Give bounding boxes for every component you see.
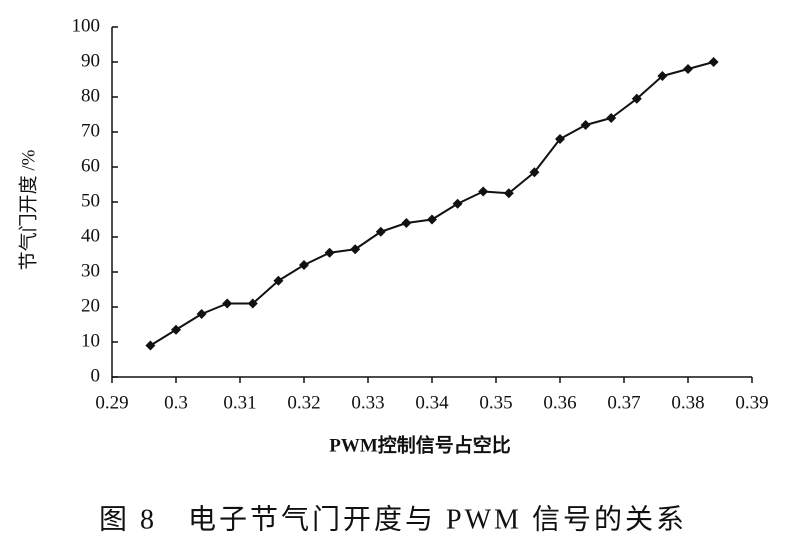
marker	[452, 198, 463, 209]
marker	[580, 120, 591, 130]
marker	[427, 214, 437, 225]
marker	[631, 93, 642, 104]
marker	[273, 275, 284, 286]
y-tick-label: 90	[81, 50, 100, 71]
x-tick-label: 0.32	[287, 392, 320, 413]
marker	[350, 244, 361, 255]
marker	[145, 340, 156, 351]
marker	[606, 113, 617, 123]
marker	[324, 247, 335, 258]
y-axis-label: 节气门开度 /%	[17, 149, 39, 270]
x-tick-label: 0.37	[607, 392, 640, 413]
y-tick-label: 40	[81, 225, 100, 246]
x-tick-label: 0.39	[735, 392, 768, 413]
x-tick-label: 0.34	[415, 392, 449, 413]
y-tick-label: 80	[81, 85, 100, 106]
marker	[529, 167, 540, 178]
marker	[171, 324, 181, 335]
y-tick-label: 0	[91, 365, 101, 386]
x-axis-label: PWM控制信号占空比	[329, 433, 511, 456]
line	[149, 61, 714, 347]
y-tick-label: 10	[81, 330, 100, 351]
y-tick-label: 60	[81, 155, 100, 176]
caption: 图 8 电子节气门开度与 PWM 信号的关系	[99, 503, 687, 535]
marker	[299, 260, 309, 270]
marker	[683, 64, 693, 74]
x-tick-label: 0.29	[95, 392, 128, 413]
x-tick-label: 0.38	[671, 392, 704, 413]
marker	[196, 309, 207, 319]
marker	[401, 218, 412, 228]
y-tick-label: 50	[81, 190, 100, 211]
marker	[222, 298, 233, 309]
x-tick-label: 0.33	[351, 392, 384, 413]
marker	[503, 188, 514, 199]
x-tick-label: 0.31	[223, 392, 256, 413]
x-tick-label: 0.36	[543, 392, 576, 413]
y-tick-label: 20	[81, 295, 100, 316]
y-tick-label: 100	[72, 15, 101, 36]
marker	[375, 226, 386, 237]
y-tick-label: 70	[81, 120, 100, 141]
x-tick-label: 0.35	[479, 392, 512, 413]
x-tick-label: 0.3	[164, 392, 188, 413]
marker	[657, 71, 668, 81]
marker	[708, 57, 719, 67]
marker	[247, 298, 258, 309]
y-tick-label: 30	[81, 260, 100, 281]
marker	[478, 186, 489, 197]
marker	[555, 134, 565, 144]
